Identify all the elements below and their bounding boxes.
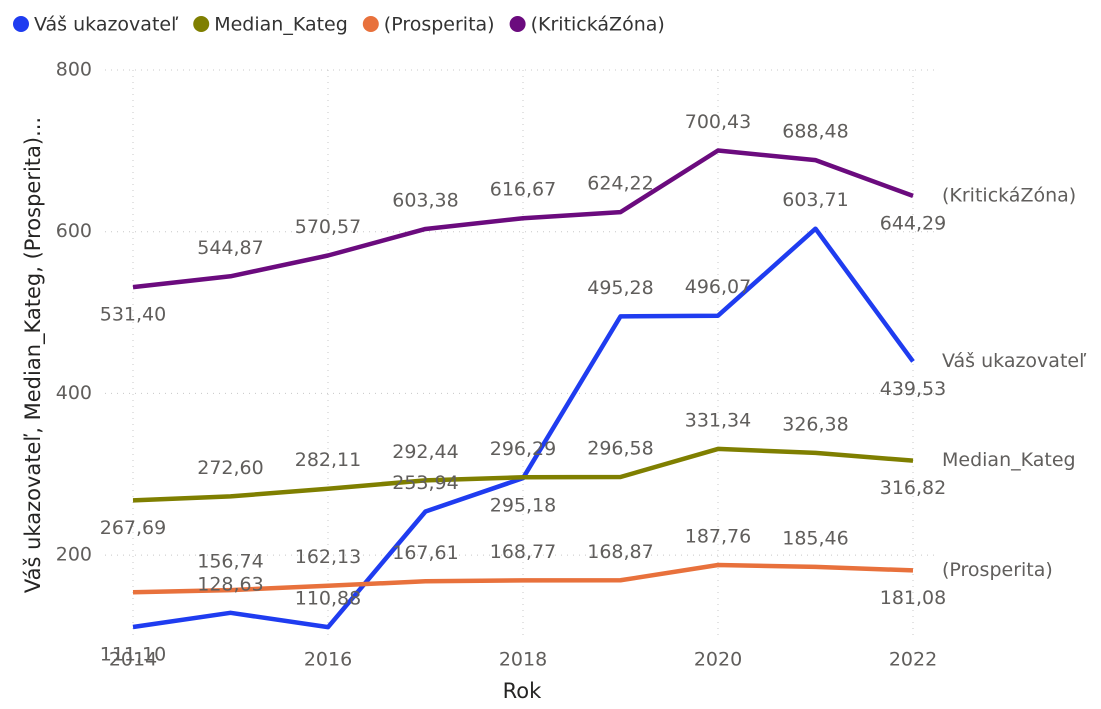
legend-marker (193, 16, 210, 32)
data-label: 156,74 (197, 551, 263, 573)
legend-label: (Prosperita) (384, 14, 495, 36)
data-label: 292,44 (392, 441, 458, 463)
y-tick-label: 800 (56, 59, 92, 81)
data-label: 495,28 (587, 277, 653, 299)
legend-marker (362, 16, 379, 32)
x-tick-label: 2022 (889, 649, 937, 671)
data-label: 272,60 (197, 457, 263, 479)
series-end-label: Váš ukazovateľ (942, 350, 1087, 372)
data-label: 253,94 (392, 472, 458, 494)
data-label: 616,67 (490, 179, 556, 201)
series-end-label: Median_Kateg (942, 449, 1076, 471)
data-label: 282,11 (295, 449, 361, 471)
data-label: 162,13 (295, 546, 361, 568)
data-label: 644,29 (880, 212, 946, 234)
data-label: 296,58 (587, 438, 653, 460)
data-label: 688,48 (782, 121, 848, 143)
legend-label: Median_Kateg (214, 14, 348, 36)
legend-marker (13, 16, 29, 32)
data-label: 496,07 (685, 276, 751, 298)
data-label: 316,82 (880, 477, 946, 499)
legend-label: (KritickáZóna) (531, 14, 665, 36)
y-axis-title: Váš ukazovateľ, Median_Kateg, (Prosperit… (21, 117, 46, 593)
data-label: 326,38 (782, 413, 848, 435)
x-tick-label: 2014 (109, 649, 157, 671)
data-label: 570,57 (295, 216, 361, 238)
y-tick-label: 400 (56, 382, 92, 404)
y-tick-label: 200 (56, 544, 92, 566)
data-label: 187,76 (685, 526, 751, 548)
data-label: 168,77 (490, 541, 556, 563)
series-end-label: (Prosperita) (942, 559, 1053, 581)
data-label: 331,34 (685, 409, 751, 431)
data-label: 267,69 (100, 517, 166, 539)
data-label: 531,40 (100, 304, 166, 326)
data-label: 295,18 (490, 495, 556, 517)
data-label: 603,38 (392, 189, 458, 211)
data-label: 185,46 (782, 527, 848, 549)
data-label: 110,88 (295, 588, 361, 610)
data-label: 181,08 (880, 587, 946, 609)
data-label: 111,10 (100, 643, 166, 665)
data-label: 700,43 (685, 111, 751, 133)
data-label: 439,53 (880, 378, 946, 400)
data-label: 624,22 (587, 173, 653, 195)
series-line (132, 562, 914, 595)
data-label: 167,61 (392, 542, 458, 564)
data-label: 296,29 (490, 438, 556, 460)
y-tick-label: 600 (56, 220, 92, 242)
x-tick-label: 2016 (304, 649, 352, 671)
legend-label: Váš ukazovateľ (34, 14, 179, 36)
series-end-label: (KritickáZóna) (942, 184, 1076, 206)
legend-marker (509, 16, 526, 32)
x-tick-label: 2020 (694, 649, 742, 671)
data-label: 168,87 (587, 541, 653, 563)
series-line (132, 148, 914, 290)
data-label: 603,71 (782, 189, 848, 211)
data-label: 544,87 (197, 237, 263, 259)
data-label: 128,63 (197, 573, 263, 595)
x-tick-label: 2018 (499, 649, 547, 671)
x-axis-title: Rok (503, 679, 542, 703)
series-line (132, 446, 914, 503)
